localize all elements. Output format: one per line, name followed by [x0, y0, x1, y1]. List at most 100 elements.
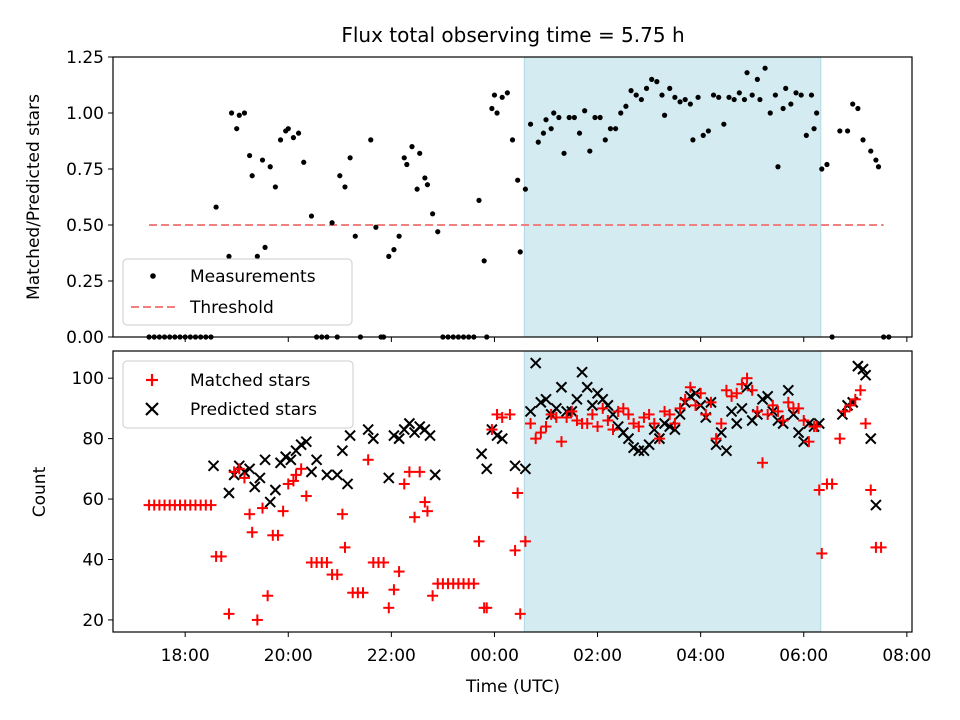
matched-star-marker — [705, 396, 717, 408]
matched-star-marker — [414, 466, 426, 478]
measurement-point — [772, 92, 778, 98]
measurement-point — [213, 204, 219, 210]
matched-star-marker — [512, 487, 524, 499]
x-tick-label: 18:00 — [161, 646, 210, 666]
matched-star-marker — [223, 608, 235, 620]
matched-star-marker — [233, 463, 245, 475]
measurement-point — [602, 137, 608, 143]
measurement-point — [731, 96, 737, 103]
measurement-point — [234, 126, 240, 132]
predicted-star-marker — [555, 381, 568, 393]
predicted-star-marker — [429, 469, 441, 481]
matched-star-marker — [860, 418, 872, 430]
predicted-star-marker — [403, 417, 416, 430]
matched-star-marker — [710, 433, 722, 445]
predicted-star-marker — [669, 423, 681, 436]
matched-star-marker — [339, 541, 351, 553]
matched-star-marker — [741, 372, 753, 384]
measurement-point — [875, 164, 882, 170]
measurement-point — [259, 157, 266, 163]
x-tick-label: 00:00 — [470, 646, 519, 666]
measurement-point — [290, 135, 297, 141]
bottom-y-axis-label: Count — [30, 466, 50, 517]
matched-star-marker — [566, 405, 578, 417]
matched-star-marker — [839, 405, 851, 417]
measurement-point — [417, 150, 423, 156]
matched-star-marker — [383, 602, 395, 614]
measurement-point — [540, 130, 547, 136]
measurement-point — [228, 110, 235, 116]
top-shaded-interval — [523, 56, 822, 338]
measurement-point — [352, 233, 358, 239]
predicted-star-marker — [310, 454, 323, 466]
top-y-tick-label: 0.25 — [66, 272, 104, 292]
matched-star-marker — [607, 424, 619, 436]
matched-star-marker — [421, 505, 433, 517]
predicted-star-marker — [223, 487, 235, 499]
top-legend: Measurements Threshold — [122, 258, 353, 326]
matched-star-marker — [617, 402, 629, 414]
matched-star-marker — [602, 414, 614, 426]
measurement-point — [435, 229, 441, 235]
x-tick-label: 08:00 — [882, 646, 931, 666]
bottom-marks — [143, 357, 887, 626]
measurement-point — [628, 88, 634, 94]
matched-star-marker — [653, 433, 665, 445]
measurement-point — [424, 182, 431, 188]
matched-star-marker — [664, 408, 676, 420]
predicted-star-marker — [756, 393, 769, 406]
measurement-point — [803, 132, 809, 138]
bottom-axes-frame — [112, 350, 913, 633]
measurement-point — [368, 137, 374, 143]
bottom-y-ticks: 20 40 60 80 100 — [72, 369, 113, 631]
measurement-point — [556, 114, 562, 121]
matched-star-marker — [865, 484, 877, 496]
predicted-star-marker — [344, 429, 356, 442]
measurement-point — [329, 220, 335, 226]
matched-star-marker — [398, 478, 410, 490]
measurement-point — [705, 128, 711, 134]
top-y-tick-label: 0.50 — [66, 216, 104, 236]
predicted-star-marker — [852, 360, 864, 372]
matched-star-marker — [648, 418, 660, 430]
matched-star-marker — [684, 381, 696, 393]
measurement-point — [808, 92, 815, 98]
matched-star-marker — [262, 590, 274, 602]
measurement-point — [494, 110, 500, 116]
matched-star-marker — [679, 393, 691, 405]
matched-star-marker — [468, 578, 480, 590]
matched-star-marker — [530, 433, 542, 445]
matched-star-marker — [403, 466, 415, 478]
measurement-point — [726, 94, 732, 100]
predicted-star-marker — [581, 381, 593, 393]
legend-matched-label: Matched stars — [190, 371, 310, 391]
measurement-point — [741, 96, 748, 103]
measurement-point — [504, 90, 510, 96]
matched-star-marker — [486, 424, 498, 436]
measurement-point — [401, 155, 407, 161]
predicted-star-marker — [643, 438, 655, 451]
bottom-y-tick-label: 60 — [82, 490, 104, 510]
predicted-star-marker — [622, 432, 635, 445]
predicted-star-marker — [576, 366, 588, 378]
top-y-tick-label: 0.00 — [66, 328, 104, 348]
measurement-point — [736, 90, 742, 96]
predicted-star-marker — [475, 448, 488, 460]
matched-star-marker — [514, 608, 526, 620]
matched-star-marker — [782, 396, 794, 408]
measurement-point — [342, 184, 348, 190]
measurement-point — [661, 112, 668, 118]
matched-star-marker — [715, 418, 727, 430]
measurement-point — [612, 126, 619, 132]
predicted-star-marker — [336, 445, 349, 457]
measurement-point — [623, 103, 629, 109]
measurement-point — [517, 249, 523, 255]
bottom-y-tick-label: 80 — [82, 430, 104, 450]
matched-star-marker — [700, 408, 712, 420]
matched-star-marker — [290, 469, 302, 481]
top-y-ticks: 0.00 0.25 0.50 0.75 1.00 1.25 — [66, 48, 113, 348]
x-tick-label: 04:00 — [676, 646, 725, 666]
top-y-tick-label: 1.25 — [66, 48, 104, 68]
matched-star-marker — [388, 584, 400, 596]
